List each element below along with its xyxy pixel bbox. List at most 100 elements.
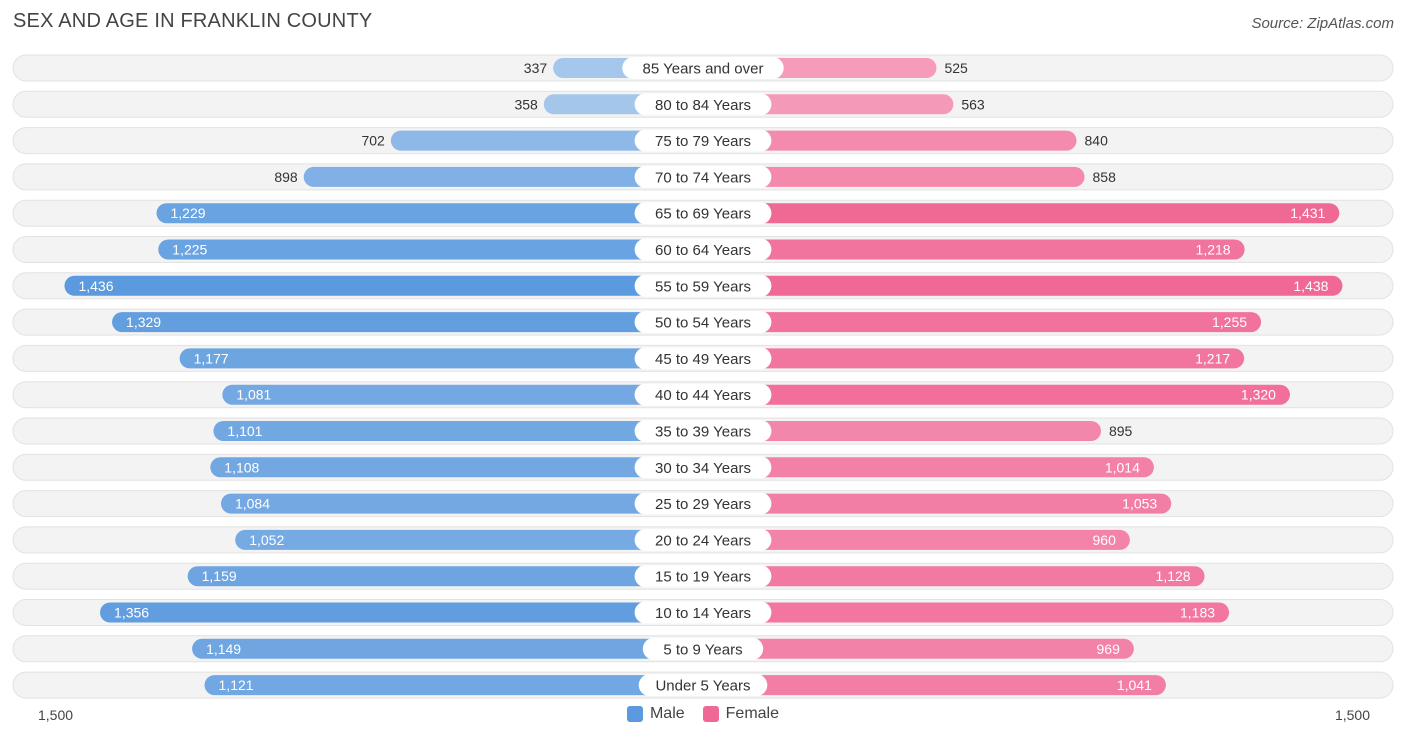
male-bar [179,348,714,369]
male-value-label: 1,081 [236,387,271,403]
female-bar [693,493,1172,514]
male-bar [187,566,713,587]
male-value-label: 1,084 [235,496,270,512]
female-bar [693,203,1340,224]
category-pill [634,202,772,225]
female-value-label: 1,438 [1293,278,1328,294]
male-value-label: 358 [514,96,538,112]
male-value-label: 1,329 [126,314,161,330]
row-7: 50 to 54 Years 1,329 1,255 [12,308,1394,336]
male-bar [303,166,713,187]
male-value-label: 1,052 [249,532,284,548]
female-bar [693,384,1290,405]
male-bar [210,457,713,478]
female-value-label: 563 [961,96,985,112]
category-label: 20 to 24 Years [655,532,751,549]
category-pill [634,274,772,297]
male-value-label: 1,225 [172,242,207,258]
category-label: 35 to 39 Years [655,424,751,441]
female-bar [693,312,1262,333]
female-value-label: 1,014 [1105,459,1140,475]
female-swatch-icon [702,706,719,722]
row-2: 75 to 79 Years 702 840 [12,127,1394,155]
category-pill [622,57,784,79]
female-value-label: 525 [944,60,968,76]
male-bar [213,421,713,441]
female-value-label: 1,217 [1195,350,1230,366]
category-pill [634,492,772,515]
category-label: 85 Years and over [643,61,764,78]
male-bar [220,493,714,514]
category-label: 45 to 49 Years [655,351,751,368]
male-value-label: 1,149 [206,641,241,657]
female-bar [693,421,1101,441]
female-value-label: 1,218 [1196,242,1231,258]
category-pill [634,347,772,370]
female-bar [693,529,1130,550]
male-bar [390,130,713,151]
row-3: 70 to 74 Years 898 858 [12,163,1394,191]
row-13: 20 to 24 Years 1,052 960 [12,526,1394,554]
row-5: 60 to 64 Years 1,225 1,218 [12,236,1394,263]
male-bar [235,529,713,550]
female-value-label: 895 [1109,423,1133,439]
category-pill [634,565,772,588]
row-6: 55 to 59 Years 1,436 1,438 [12,272,1394,300]
category-label: 40 to 44 Years [655,387,751,404]
female-bar [693,602,1230,623]
category-label: 55 to 59 Years [655,278,751,295]
category-label: 5 to 9 Years [663,641,742,658]
category-pill [638,674,768,697]
male-swatch-icon [626,706,643,722]
female-bar [693,675,1166,696]
male-value-label: 1,121 [219,677,254,693]
category-pill [634,420,772,442]
population-pyramid-chart: 85 Years and over 337 525 80 to 84 Years 358… [12,54,1394,699]
male-bar [158,239,714,260]
category-pill [634,129,772,152]
legend-item-male[interactable]: Male [626,705,685,723]
male-value-label: 702 [361,133,385,149]
category-label: 65 to 69 Years [655,206,751,223]
row-16: 5 to 9 Years 1,149 969 [12,635,1394,663]
row-14: 15 to 19 Years 1,159 1,128 [12,562,1394,590]
female-bar [693,638,1134,659]
legend: Male Female [0,705,1406,723]
male-bar [100,602,714,623]
category-label: 10 to 14 Years [655,605,751,622]
male-value-label: 898 [274,169,298,185]
category-pill [642,637,764,660]
female-value-label: 858 [1093,169,1117,185]
category-label: Under 5 Years [655,678,750,695]
legend-item-female[interactable]: Female [702,705,779,723]
female-bar [693,239,1245,260]
row-15: 10 to 14 Years 1,356 1,183 [12,599,1394,626]
female-value-label: 960 [1093,532,1117,548]
legend-label-male: Male [649,705,685,722]
male-value-label: 337 [524,60,548,76]
male-bar [204,675,713,696]
category-label: 30 to 34 Years [655,460,751,477]
category-pill [634,238,772,261]
category-label: 70 to 74 Years [655,169,751,186]
axis-label-left: 1,500 [38,707,74,723]
category-pill [634,601,772,624]
row-9: 40 to 44 Years 1,081 1,320 [12,381,1394,409]
male-bar [156,203,714,224]
male-value-label: 1,159 [202,568,237,584]
female-bar [693,130,1077,151]
female-bar [693,166,1085,187]
female-bar [693,348,1245,369]
male-value-label: 1,436 [78,278,113,294]
axis-label-right: 1,500 [1334,707,1370,723]
male-value-label: 1,101 [227,423,262,439]
category-pill [634,165,772,188]
male-bar [222,384,713,405]
category-pill [634,456,772,479]
male-bar [64,275,713,296]
female-value-label: 1,320 [1241,387,1276,403]
male-bar [192,638,713,659]
row-4: 65 to 69 Years 1,229 1,431 [12,199,1394,227]
female-bar [693,457,1154,478]
male-value-label: 1,229 [171,205,206,221]
